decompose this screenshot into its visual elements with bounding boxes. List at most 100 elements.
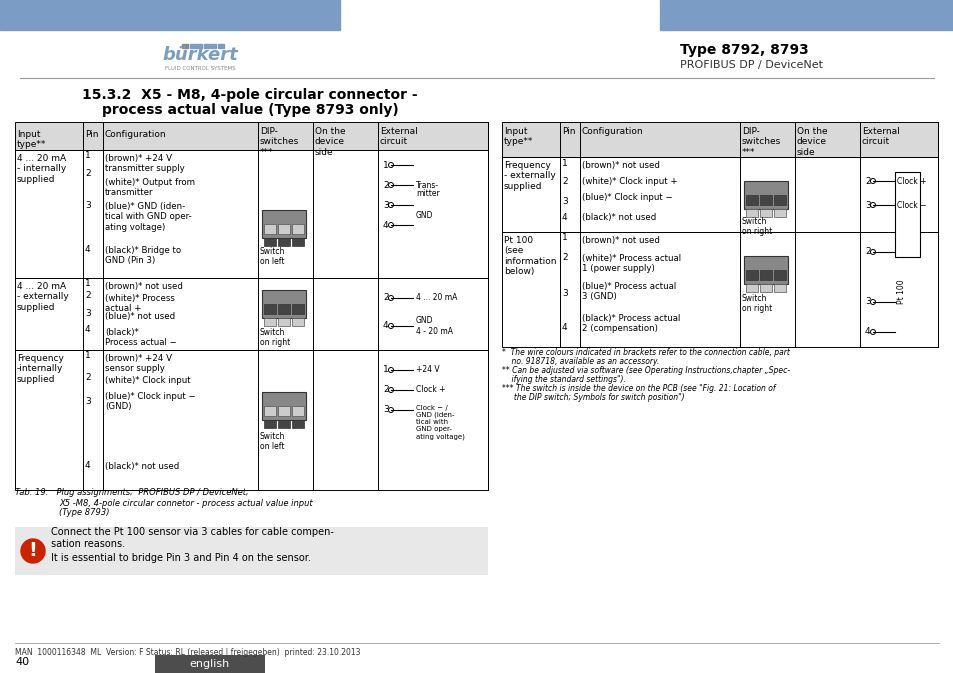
Text: Pt 100
(see
information
below): Pt 100 (see information below) [503, 236, 556, 276]
Bar [745, 284, 758, 292]
Text: 2: 2 [85, 374, 91, 382]
Text: 3: 3 [561, 289, 567, 299]
Bar [743, 256, 787, 284]
Bar [15, 122, 488, 150]
Bar [262, 392, 306, 420]
Text: (brown)* not used: (brown)* not used [581, 161, 659, 170]
Text: *  The wire colours indicated in brackets refer to the connection cable, part: * The wire colours indicated in brackets… [501, 348, 789, 357]
Text: process actual value (Type 8793 only): process actual value (Type 8793 only) [102, 103, 398, 117]
Bar [745, 195, 758, 205]
Text: 15.3.2  X5 - M8, 4-pole circular connector -: 15.3.2 X5 - M8, 4-pole circular connecto… [82, 88, 417, 102]
Text: (brown)* not used: (brown)* not used [105, 282, 183, 291]
Text: 4: 4 [85, 246, 91, 254]
Bar [773, 195, 785, 205]
Circle shape [388, 324, 393, 328]
Text: 4: 4 [85, 326, 91, 334]
Text: 3: 3 [864, 297, 870, 306]
Bar [204, 44, 215, 48]
Bar [760, 195, 771, 205]
Bar [262, 290, 306, 318]
Text: 2: 2 [85, 291, 91, 301]
Text: english: english [190, 659, 230, 669]
Text: ** Can be adjusted via software (see Operating Instructions,chapter „Spec-: ** Can be adjusted via software (see Ope… [501, 366, 789, 375]
Bar [15, 150, 488, 278]
Bar [773, 284, 785, 292]
Circle shape [388, 182, 393, 188]
Circle shape [21, 539, 45, 563]
Text: Type 8792, 8793: Type 8792, 8793 [679, 43, 808, 57]
Text: (black)*
Process actual −: (black)* Process actual − [105, 328, 176, 347]
Text: Clock +: Clock + [416, 386, 445, 394]
Bar [264, 304, 275, 314]
Text: 3: 3 [85, 201, 91, 209]
Bar [190, 44, 202, 48]
Text: Input
type**: Input type** [503, 127, 533, 147]
Text: 2: 2 [561, 254, 567, 262]
Text: Pt 100: Pt 100 [896, 280, 905, 304]
Text: Clock −: Clock − [896, 201, 925, 209]
Text: (blue)* Process actual
3 (GND): (blue)* Process actual 3 (GND) [581, 282, 676, 302]
Bar [277, 224, 290, 234]
Bar [15, 350, 488, 490]
Text: (Type 8793): (Type 8793) [59, 508, 110, 517]
Bar [760, 270, 771, 280]
Bar [264, 224, 275, 234]
Text: 1: 1 [382, 160, 388, 170]
Text: 1: 1 [561, 234, 567, 242]
Bar [501, 122, 937, 157]
Bar [264, 420, 275, 428]
Text: DIP-
switches
***: DIP- switches *** [260, 127, 299, 157]
Text: 2: 2 [864, 176, 870, 186]
Text: mitter: mitter [416, 188, 439, 197]
Text: (blue)* GND (iden-
tical with GND oper-
ating voltage): (blue)* GND (iden- tical with GND oper- … [105, 202, 192, 232]
Text: 3: 3 [561, 197, 567, 205]
Text: (black)* not used: (black)* not used [105, 462, 179, 471]
Circle shape [869, 203, 875, 207]
Bar [745, 270, 758, 280]
Bar [277, 406, 290, 416]
Circle shape [869, 330, 875, 334]
Text: 2: 2 [864, 248, 870, 256]
Text: X5 -M8, 4-pole circular connetor - process actual value input: X5 -M8, 4-pole circular connetor - proce… [59, 499, 313, 508]
Text: 3: 3 [85, 310, 91, 318]
Text: Pin: Pin [85, 130, 98, 139]
Text: 40: 40 [15, 657, 30, 667]
Text: 1: 1 [85, 151, 91, 160]
Circle shape [869, 178, 875, 184]
Text: 4: 4 [382, 322, 388, 330]
Text: (white)* Process
actual +: (white)* Process actual + [105, 294, 174, 314]
Text: 1: 1 [561, 159, 567, 168]
Text: 3: 3 [864, 201, 870, 209]
Text: 1: 1 [382, 365, 388, 374]
Text: !: ! [29, 542, 37, 561]
Bar [277, 318, 290, 326]
Text: Configuration: Configuration [105, 130, 167, 139]
Circle shape [388, 223, 393, 227]
Text: *** The switch is inside the device on the PCB (see "Fig. 21: Location of: *** The switch is inside the device on t… [501, 384, 775, 393]
Text: GND: GND [416, 211, 433, 219]
Text: (blue)* Clock input −: (blue)* Clock input − [581, 193, 672, 202]
Bar [292, 420, 304, 428]
Text: 3: 3 [382, 201, 388, 209]
Text: (white)* Process actual
1 (power supply): (white)* Process actual 1 (power supply) [581, 254, 680, 273]
Text: 1: 1 [85, 351, 91, 361]
Text: MAN  1000116348  ML  Version: F Status: RL (released | freigegeben)  printed: 23: MAN 1000116348 ML Version: F Status: RL … [15, 648, 360, 657]
Text: GND
4 - 20 mA: GND 4 - 20 mA [416, 316, 453, 336]
Bar [15, 278, 488, 350]
Bar [292, 224, 304, 234]
Text: PROFIBUS DP / DeviceNet: PROFIBUS DP / DeviceNet [679, 60, 822, 70]
Text: Switch
on left: Switch on left [260, 432, 285, 452]
Text: (white)* Clock input +: (white)* Clock input + [581, 177, 677, 186]
Text: (brown)* not used: (brown)* not used [581, 236, 659, 245]
Text: +24 V: +24 V [416, 365, 439, 374]
Circle shape [388, 203, 393, 207]
Text: External
circuit: External circuit [862, 127, 899, 147]
Circle shape [388, 295, 393, 301]
Bar [15, 527, 488, 575]
Circle shape [869, 299, 875, 304]
Text: DIP-
switches
***: DIP- switches *** [741, 127, 781, 157]
Circle shape [869, 250, 875, 254]
Bar [894, 172, 919, 257]
Text: 4 ... 20 mA
- internally
supplied: 4 ... 20 mA - internally supplied [17, 154, 66, 184]
Text: 2: 2 [85, 170, 91, 178]
